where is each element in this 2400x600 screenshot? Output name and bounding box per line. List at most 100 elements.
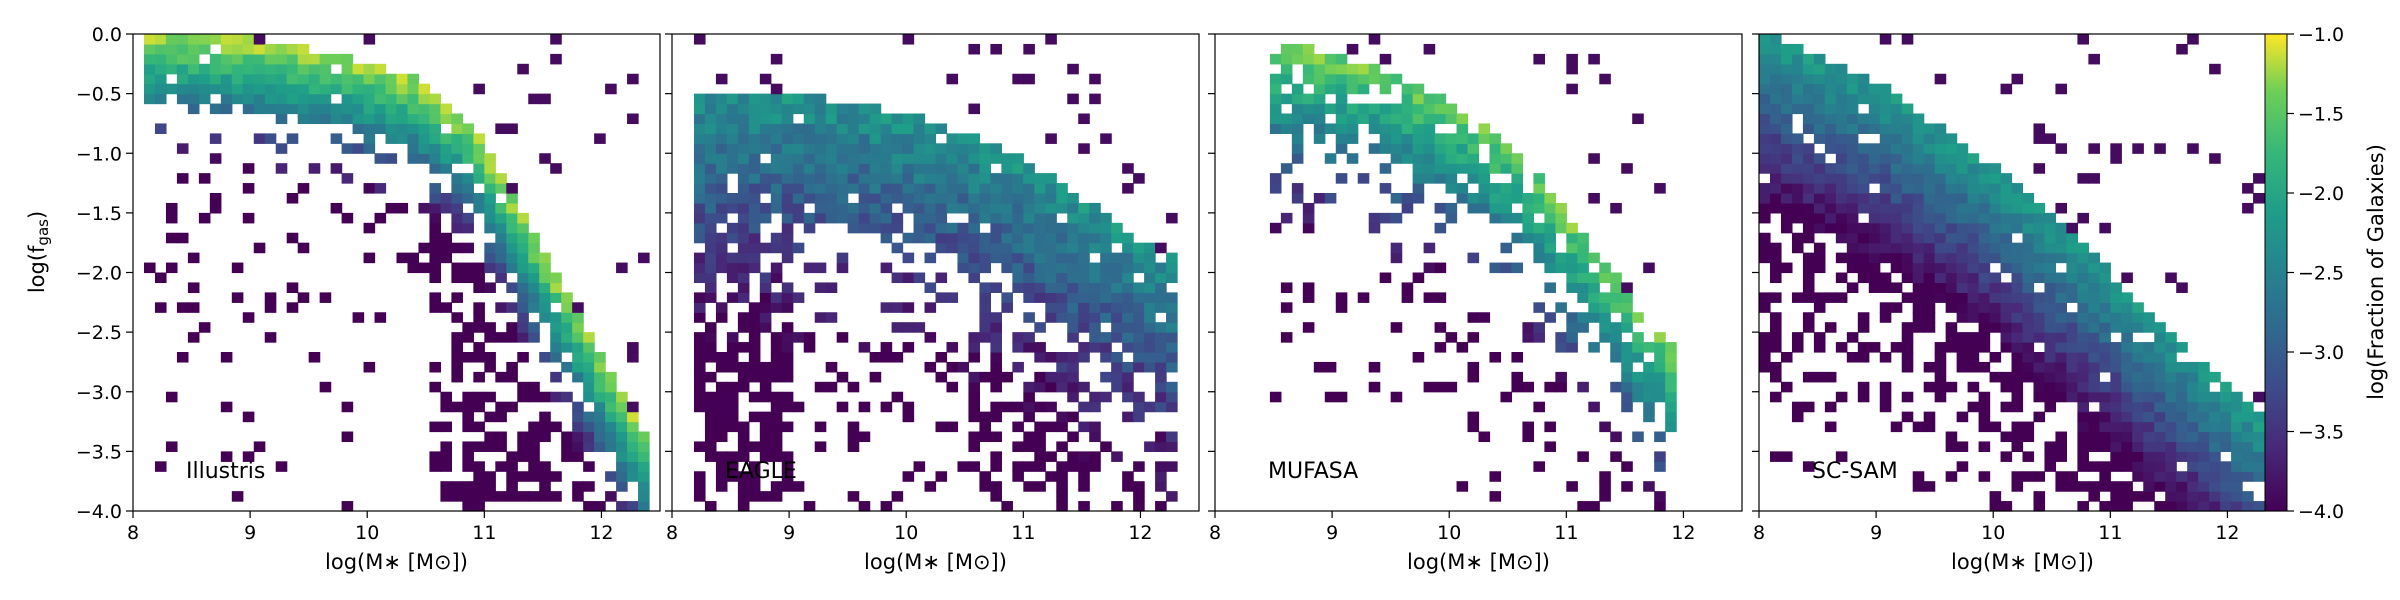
- heatmap-cell: [1857, 352, 1870, 363]
- heatmap-cell: [1166, 322, 1178, 333]
- heatmap-cell: [583, 411, 595, 423]
- heatmap-cell: [737, 431, 750, 443]
- heatmap-cell: [1489, 352, 1502, 363]
- heatmap-cell: [1621, 322, 1633, 333]
- heatmap-cell: [638, 471, 650, 482]
- heatmap-cell: [1166, 391, 1178, 403]
- heatmap-cell: [715, 391, 728, 403]
- heatmap-cell: [1780, 93, 1793, 105]
- heatmap-cell: [1423, 133, 1436, 144]
- heatmap-cell: [1945, 431, 1958, 443]
- heatmap-cell: [2011, 391, 2024, 403]
- heatmap-cell: [1357, 63, 1370, 75]
- heatmap-cell: [407, 103, 420, 115]
- heatmap-cell: [803, 133, 816, 144]
- heatmap-cell: [1901, 232, 1914, 244]
- heatmap-cell: [154, 34, 167, 45]
- heatmap-cell: [2000, 83, 2013, 95]
- heatmap-cell: [770, 332, 783, 343]
- heatmap-cell: [495, 302, 507, 313]
- heatmap-cell: [308, 352, 321, 363]
- heatmap-cell: [1901, 352, 1914, 363]
- heatmap-cell: [154, 302, 167, 313]
- heatmap-cell: [2088, 292, 2100, 303]
- heatmap-cell: [2143, 401, 2155, 413]
- heatmap-cell: [1901, 202, 1914, 214]
- heatmap-cell: [1324, 103, 1337, 115]
- heatmap-cell: [1390, 212, 1403, 224]
- heatmap-cell: [429, 193, 442, 204]
- heatmap-cell: [990, 381, 1002, 393]
- heatmap-cell: [1056, 381, 1068, 393]
- heatmap-cell: [451, 342, 463, 353]
- heatmap-cell: [572, 302, 584, 313]
- heatmap-cell: [209, 193, 222, 204]
- heatmap-cell: [209, 34, 222, 45]
- heatmap-cell: [2110, 481, 2122, 492]
- heatmap-cell: [385, 153, 398, 164]
- heatmap-cell: [462, 133, 474, 144]
- heatmap-cell: [1588, 292, 1600, 303]
- heatmap-cell: [2165, 421, 2177, 433]
- heatmap-cell: [1621, 481, 1633, 492]
- heatmap-cell: [616, 391, 628, 403]
- heatmap-cell: [1665, 411, 1677, 423]
- heatmap-cell: [1835, 222, 1848, 234]
- heatmap-cell: [2176, 361, 2188, 373]
- heatmap-cell: [737, 123, 750, 134]
- heatmap-cell: [297, 183, 310, 194]
- heatmap-cell: [462, 401, 474, 413]
- heatmap-cell: [2011, 282, 2024, 293]
- heatmap-cell: [1155, 352, 1167, 363]
- heatmap-cell: [946, 173, 959, 184]
- heatmap-cell: [2055, 312, 2068, 323]
- heatmap-cell: [2011, 183, 2024, 194]
- heatmap-cell: [1067, 361, 1079, 373]
- heatmap-cell: [1879, 252, 1892, 264]
- heatmap-cell: [1390, 391, 1403, 403]
- heatmap-cell: [1346, 83, 1359, 95]
- heatmap-cell: [154, 461, 167, 472]
- colorbar-label: log(Fraction of Galaxies): [2364, 144, 2388, 400]
- heatmap-cell: [1791, 143, 1804, 154]
- heatmap-cell: [506, 123, 518, 134]
- heatmap-cell: [1901, 222, 1914, 234]
- heatmap-cell: [1313, 133, 1326, 144]
- heatmap-cell: [1912, 133, 1925, 144]
- heatmap-cell: [2220, 441, 2232, 452]
- heatmap-cell: [308, 63, 321, 75]
- heatmap-cell: [242, 103, 255, 115]
- heatmap-cell: [1434, 262, 1447, 274]
- heatmap-cell: [1912, 471, 1925, 482]
- heatmap-cell: [2121, 501, 2133, 512]
- x-tick-label: 10: [1981, 522, 2005, 544]
- heatmap-cell: [1621, 371, 1633, 383]
- heatmap-cell: [462, 391, 474, 403]
- heatmap-cell: [264, 63, 277, 75]
- heatmap-cell: [902, 133, 915, 144]
- heatmap-cell: [979, 411, 991, 423]
- heatmap-cell: [2000, 342, 2013, 353]
- heatmap-cell: [2121, 312, 2133, 323]
- heatmap-cell: [2176, 481, 2188, 492]
- heatmap-cell: [1978, 322, 1991, 333]
- heatmap-cell: [1824, 212, 1837, 224]
- heatmap-cell: [2011, 431, 2024, 443]
- heatmap-cell: [1111, 371, 1123, 383]
- heatmap-cell: [506, 371, 518, 383]
- heatmap-cell: [737, 113, 750, 125]
- heatmap-cell: [1780, 262, 1793, 274]
- heatmap-cell: [1023, 272, 1035, 284]
- heatmap-cell: [1034, 173, 1046, 184]
- heatmap-cell: [2209, 391, 2221, 403]
- heatmap-cell: [1144, 282, 1156, 293]
- heatmap-cell: [902, 252, 915, 264]
- heatmap-cell: [1423, 292, 1436, 303]
- heatmap-cell: [1566, 222, 1578, 234]
- heatmap-cell: [1445, 183, 1458, 194]
- heatmap-cell: [715, 73, 728, 85]
- heatmap-cell: [1023, 242, 1035, 254]
- heatmap-cell: [539, 302, 551, 313]
- heatmap-cell: [231, 93, 244, 105]
- heatmap-cell: [385, 93, 398, 105]
